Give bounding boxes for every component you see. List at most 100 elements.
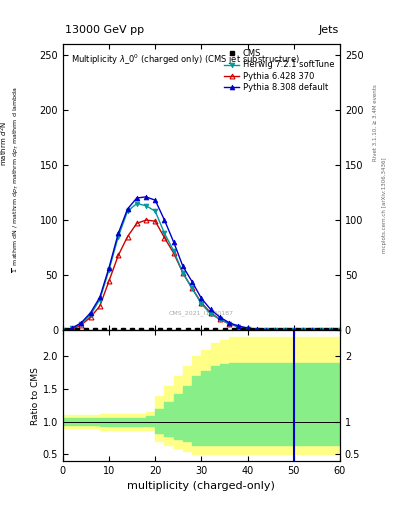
Pythia 6.428 370 (144, 217, 149, 223)
Pythia 6.428 370 (162, 234, 167, 241)
Pythia 6.428 370 (171, 250, 176, 256)
Pythia 8.308 default (181, 263, 185, 269)
Herwig 7.2.1 softTune (153, 208, 158, 215)
Pythia 6.428 370 (107, 278, 112, 284)
CMS (314, 327, 319, 333)
Pythia 8.308 default (310, 327, 314, 333)
Herwig 7.2.1 softTune (255, 327, 259, 333)
Pythia 6.428 370 (218, 316, 222, 323)
Pythia 6.428 370 (227, 321, 231, 327)
Legend: CMS, Herwig 7.2.1 softTune, Pythia 6.428 370, Pythia 8.308 default: CMS, Herwig 7.2.1 softTune, Pythia 6.428… (222, 48, 336, 93)
Pythia 8.308 default (153, 197, 158, 203)
Text: mcplots.cern.ch [arXiv:1306.3436]: mcplots.cern.ch [arXiv:1306.3436] (382, 157, 387, 252)
Pythia 8.308 default (292, 327, 296, 333)
Text: Multiplicity $\lambda\_0^0$ (charged only) (CMS jet substructure): Multiplicity $\lambda\_0^0$ (charged onl… (71, 52, 300, 67)
Pythia 6.428 370 (236, 324, 241, 330)
Pythia 6.428 370 (301, 327, 305, 333)
Herwig 7.2.1 softTune (88, 312, 93, 318)
Pythia 8.308 default (282, 327, 287, 333)
Pythia 6.428 370 (310, 327, 314, 333)
Herwig 7.2.1 softTune (181, 270, 185, 276)
Pythia 8.308 default (144, 194, 149, 200)
CMS (305, 327, 310, 333)
Herwig 7.2.1 softTune (134, 200, 139, 206)
Herwig 7.2.1 softTune (190, 285, 195, 291)
Pythia 6.428 370 (282, 327, 287, 333)
Pythia 8.308 default (171, 239, 176, 245)
Pythia 8.308 default (107, 264, 112, 270)
Pythia 6.428 370 (273, 327, 278, 333)
Herwig 7.2.1 softTune (292, 327, 296, 333)
CMS (324, 327, 329, 333)
Herwig 7.2.1 softTune (301, 327, 305, 333)
Pythia 6.428 370 (79, 322, 84, 328)
Y-axis label: Ratio to CMS: Ratio to CMS (31, 367, 40, 424)
Line: Pythia 6.428 370: Pythia 6.428 370 (61, 218, 342, 333)
Pythia 8.308 default (329, 327, 333, 333)
CMS (259, 327, 264, 333)
Herwig 7.2.1 softTune (125, 208, 130, 215)
Pythia 6.428 370 (338, 327, 342, 333)
Herwig 7.2.1 softTune (116, 233, 121, 240)
Pythia 6.428 370 (70, 326, 75, 332)
Pythia 6.428 370 (181, 270, 185, 276)
Herwig 7.2.1 softTune (227, 321, 231, 327)
Pythia 8.308 default (245, 325, 250, 331)
Pythia 8.308 default (97, 294, 102, 301)
Pythia 6.428 370 (208, 310, 213, 316)
Herwig 7.2.1 softTune (97, 296, 102, 303)
CMS (250, 327, 255, 333)
Herwig 7.2.1 softTune (329, 327, 333, 333)
Pythia 8.308 default (264, 327, 268, 333)
Text: $\overline{1}$  mathrm dN / mathrm d$p_T$ mathrm d$p_T$ mathrm d lambda: $\overline{1}$ mathrm dN / mathrm d$p_T$… (11, 86, 21, 272)
Pythia 6.428 370 (97, 303, 102, 309)
Pythia 8.308 default (162, 217, 167, 223)
Pythia 8.308 default (208, 306, 213, 312)
Pythia 6.428 370 (329, 327, 333, 333)
Herwig 7.2.1 softTune (79, 321, 84, 327)
Herwig 7.2.1 softTune (208, 311, 213, 317)
Pythia 6.428 370 (264, 327, 268, 333)
Pythia 8.308 default (88, 310, 93, 316)
CMS (222, 327, 227, 333)
Herwig 7.2.1 softTune (319, 327, 324, 333)
Pythia 8.308 default (79, 319, 84, 326)
Herwig 7.2.1 softTune (162, 230, 167, 237)
CMS (130, 327, 134, 333)
CMS (195, 327, 199, 333)
Pythia 6.428 370 (255, 327, 259, 333)
Pythia 6.428 370 (292, 327, 296, 333)
Pythia 6.428 370 (153, 218, 158, 224)
Pythia 6.428 370 (199, 300, 204, 306)
Herwig 7.2.1 softTune (273, 327, 278, 333)
CMS (176, 327, 181, 333)
X-axis label: multiplicity (charged-only): multiplicity (charged-only) (127, 481, 275, 491)
Pythia 8.308 default (319, 327, 324, 333)
Herwig 7.2.1 softTune (61, 327, 65, 333)
Text: CMS_2021_I1920187: CMS_2021_I1920187 (169, 310, 234, 316)
CMS (139, 327, 144, 333)
CMS (241, 327, 245, 333)
Pythia 6.428 370 (190, 285, 195, 291)
CMS (84, 327, 88, 333)
CMS (231, 327, 236, 333)
Pythia 6.428 370 (319, 327, 324, 333)
Pythia 6.428 370 (245, 325, 250, 331)
CMS (296, 327, 301, 333)
CMS (277, 327, 282, 333)
Pythia 6.428 370 (116, 252, 121, 259)
Pythia 8.308 default (70, 325, 75, 331)
CMS (287, 327, 292, 333)
Text: Jets: Jets (318, 25, 339, 35)
Pythia 8.308 default (218, 314, 222, 320)
Pythia 8.308 default (338, 327, 342, 333)
CMS (93, 327, 97, 333)
Pythia 8.308 default (301, 327, 305, 333)
Herwig 7.2.1 softTune (199, 301, 204, 307)
CMS (65, 327, 70, 333)
Text: Rivet 3.1.10, ≥ 3.4M events: Rivet 3.1.10, ≥ 3.4M events (373, 84, 378, 161)
Herwig 7.2.1 softTune (107, 267, 112, 273)
CMS (213, 327, 218, 333)
Herwig 7.2.1 softTune (218, 316, 222, 323)
Pythia 8.308 default (273, 327, 278, 333)
